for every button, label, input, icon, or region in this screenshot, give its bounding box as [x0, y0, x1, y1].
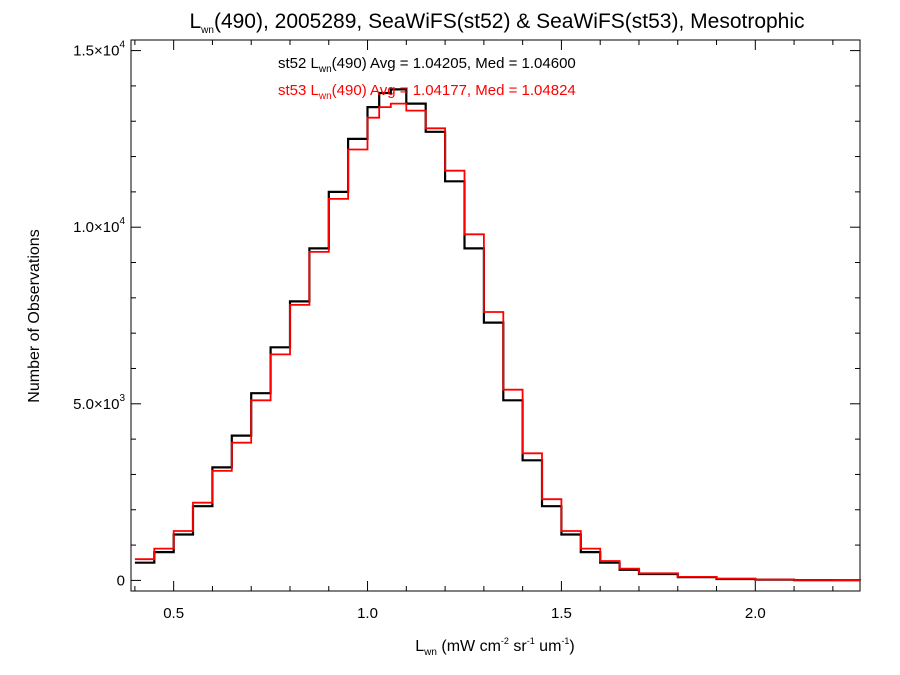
legend-st53: st53 Lwn(490) Avg = 1.04177, Med = 1.048… — [278, 82, 576, 102]
y-tick-mantissa: 0 — [117, 572, 125, 589]
x-tick-label: 1.0 — [357, 605, 378, 622]
series-line-st52 — [134, 88, 862, 582]
y-tick-label: 1.0×104 — [73, 216, 125, 236]
legend-st53-rest: (490) Avg = 1.04177, Med = 1.04824 — [332, 82, 576, 99]
y-tick-label: 0 — [117, 572, 125, 589]
series-group — [134, 88, 862, 582]
x-tick-label: 2.0 — [745, 605, 766, 622]
y-tick-label: 1.5×104 — [73, 40, 125, 60]
y-axis-label: Number of Observations — [26, 229, 43, 402]
xlabel-sub: wn — [423, 647, 437, 658]
series-line-st53 — [134, 102, 861, 582]
y-tick-exponent: 4 — [119, 40, 125, 51]
y-tick-exponent: 3 — [119, 393, 125, 404]
chart-title: Lwn(490), 2005289, SeaWiFS(st52) & SeaWi… — [189, 10, 804, 36]
y-tick-mantissa: 5.0×10 — [73, 396, 119, 413]
xlabel-exp-c: -1 — [561, 636, 569, 646]
y-tick-mantissa: 1.5×10 — [73, 43, 119, 60]
plot-frame — [130, 39, 861, 592]
xlabel-prefix: L — [415, 638, 424, 655]
x-tick-label: 1.5 — [551, 605, 572, 622]
y-tick-mantissa: 1.0×10 — [73, 219, 119, 236]
title-suffix: (490), 2005289, SeaWiFS(st52) & SeaWiFS(… — [214, 10, 805, 33]
xlabel-units-c: um — [535, 638, 562, 655]
xlabel-units-a: (mW cm — [437, 638, 501, 655]
legend-st53-sub: wn — [318, 91, 332, 102]
y-tick-label: 5.0×103 — [73, 393, 125, 413]
xlabel-units-d: ) — [569, 638, 574, 655]
legend-st52-rest: (490) Avg = 1.04205, Med = 1.04600 — [332, 55, 576, 72]
legend-st52-sub: wn — [318, 64, 332, 75]
xlabel-exp-b: -1 — [527, 636, 535, 646]
xlabel-exp-a: -2 — [501, 636, 509, 646]
legend-st52: st52 Lwn(490) Avg = 1.04205, Med = 1.046… — [278, 55, 576, 75]
xlabel-units-b: sr — [509, 638, 527, 655]
x-axis-label: Lwn (mW cm-2 sr-1 um-1) — [415, 636, 575, 658]
x-tick-label: 0.5 — [163, 605, 184, 622]
legend-st52-prefix: st52 L — [278, 55, 319, 72]
legend-st53-prefix: st53 L — [278, 82, 319, 99]
title-sub: wn — [200, 25, 214, 36]
title-prefix: L — [189, 10, 201, 33]
y-tick-exponent: 4 — [119, 216, 125, 227]
